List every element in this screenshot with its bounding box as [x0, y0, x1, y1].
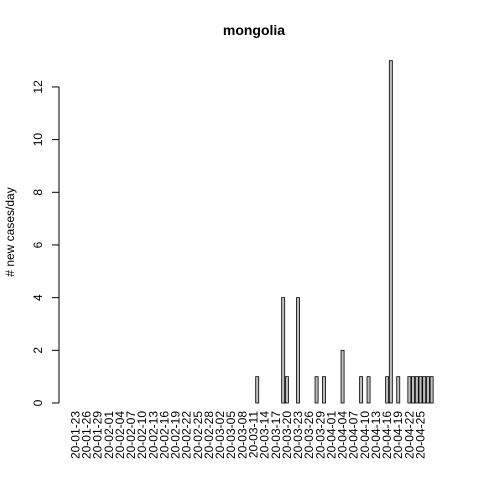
- chart-title: mongolia: [223, 22, 285, 38]
- bar: [322, 376, 326, 404]
- y-tick-label: 6: [31, 241, 45, 248]
- x-tick-label: 20-02-07: [124, 411, 138, 459]
- x-tick-label: 20-03-17: [269, 411, 283, 459]
- x-tick-label: 20-02-28: [202, 411, 216, 459]
- bar: [388, 60, 393, 404]
- bar: [255, 376, 260, 404]
- bar: [296, 297, 300, 404]
- x-tick-label: 20-04-19: [391, 411, 405, 459]
- bar: [385, 376, 390, 404]
- y-tick-label: 8: [31, 189, 45, 196]
- x-tick-label: 20-03-02: [213, 411, 227, 459]
- y-tick-label: 4: [31, 294, 45, 301]
- x-tick-label: 20-02-01: [102, 411, 116, 459]
- bar: [314, 376, 319, 404]
- bar: [340, 349, 345, 404]
- x-tick-label: 20-01-29: [91, 411, 105, 459]
- x-tick-label: 20-02-25: [191, 411, 205, 459]
- y-tick-label: 2: [31, 347, 45, 354]
- x-tick-label: 20-03-20: [280, 411, 294, 459]
- y-axis: 0 2 4 6 8 10 12: [31, 80, 60, 406]
- bar: [281, 297, 286, 404]
- x-tick-label: 20-02-13: [146, 411, 160, 459]
- bar: [407, 376, 412, 404]
- x-tick-label: 20-04-13: [369, 411, 383, 459]
- bar: [396, 376, 401, 404]
- x-tick-label: 20-01-26: [79, 411, 93, 459]
- bar: [366, 376, 371, 404]
- bars-group: [255, 60, 434, 404]
- x-tick-label: 20-01-23: [68, 411, 82, 459]
- x-tick-label: 20-04-25: [414, 411, 428, 459]
- x-tick-label: 20-03-11: [247, 411, 261, 458]
- x-tick-label: 20-04-22: [402, 411, 416, 459]
- x-tick-label: 20-04-04: [336, 411, 350, 459]
- x-tick-label: 20-03-26: [302, 411, 316, 459]
- bar: [284, 376, 289, 404]
- x-tick-label: 20-04-01: [324, 411, 338, 459]
- bar: [418, 376, 423, 404]
- bar: [429, 376, 434, 404]
- x-tick-label: 20-02-04: [113, 411, 127, 459]
- x-tick-label: 20-04-16: [380, 411, 394, 459]
- x-tick-label: 20-03-08: [235, 411, 249, 459]
- x-tick-label: 20-03-05: [224, 411, 238, 459]
- bar: [422, 376, 427, 404]
- x-tick-label: 20-02-16: [157, 411, 171, 459]
- x-tick-label: 20-02-19: [169, 411, 183, 459]
- bar: [411, 376, 416, 404]
- x-tick-label: 20-04-10: [358, 411, 372, 459]
- x-tick-label: 20-03-14: [258, 411, 272, 459]
- x-tick-label: 20-03-29: [313, 411, 327, 459]
- y-tick-label: 12: [31, 80, 45, 94]
- y-tick-label: 0: [31, 399, 45, 406]
- x-tick-label: 20-04-07: [347, 411, 361, 459]
- x-tick-label: 20-02-10: [135, 411, 149, 459]
- y-tick-label: 10: [31, 133, 45, 147]
- x-tick-label: 20-03-23: [291, 411, 305, 459]
- bar: [426, 376, 430, 404]
- x-tick-label: 20-02-22: [180, 411, 194, 459]
- x-axis: 20-01-2320-01-2620-01-2920-02-0120-02-04…: [68, 411, 427, 459]
- y-axis-label: # new cases/day: [3, 187, 17, 276]
- bar: [414, 376, 419, 404]
- bar: [359, 376, 364, 404]
